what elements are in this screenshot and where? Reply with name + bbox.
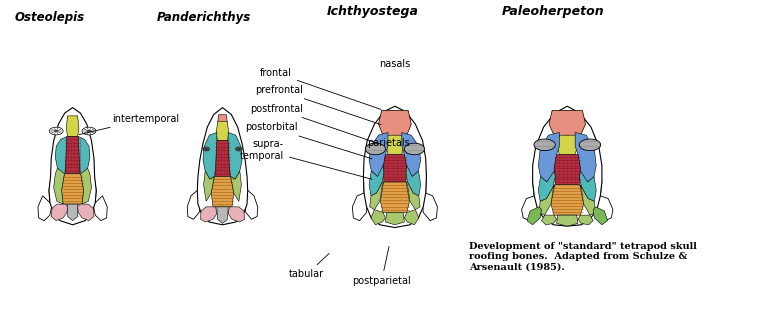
Text: Development of "standard" tetrapod skull
roofing bones.  Adapted from Schulze &
: Development of "standard" tetrapod skull… (469, 242, 697, 271)
Polygon shape (200, 207, 217, 222)
Polygon shape (369, 166, 384, 196)
Polygon shape (541, 215, 556, 225)
Text: Panderichthys: Panderichthys (156, 11, 250, 24)
Polygon shape (405, 143, 424, 155)
Polygon shape (203, 171, 214, 201)
Polygon shape (533, 106, 602, 226)
Polygon shape (406, 182, 420, 210)
Polygon shape (370, 182, 383, 210)
Text: frontal: frontal (260, 68, 381, 110)
Text: prefrontal: prefrontal (255, 85, 381, 124)
Polygon shape (197, 108, 247, 225)
Polygon shape (538, 171, 556, 201)
Text: Ichthyostega: Ichthyostega (326, 5, 418, 18)
Polygon shape (578, 215, 593, 225)
Polygon shape (80, 168, 92, 204)
Polygon shape (379, 110, 411, 138)
Polygon shape (228, 207, 244, 222)
Text: nasals: nasals (380, 59, 411, 69)
Polygon shape (383, 155, 407, 182)
Polygon shape (364, 106, 427, 227)
Polygon shape (554, 155, 581, 185)
Polygon shape (405, 210, 419, 225)
Polygon shape (228, 132, 242, 179)
Polygon shape (549, 110, 585, 138)
Polygon shape (78, 137, 90, 175)
Polygon shape (386, 135, 404, 155)
Polygon shape (365, 143, 386, 155)
Ellipse shape (203, 147, 209, 151)
Ellipse shape (55, 130, 58, 132)
Polygon shape (580, 185, 596, 215)
Ellipse shape (236, 147, 242, 151)
Polygon shape (244, 179, 258, 219)
Polygon shape (66, 116, 79, 137)
Polygon shape (214, 141, 231, 176)
Text: Paleoherpeton: Paleoherpeton (501, 5, 604, 18)
Polygon shape (579, 171, 597, 201)
Text: Osteolepis: Osteolepis (15, 11, 85, 24)
Text: supra-
temporal: supra- temporal (240, 139, 372, 179)
Polygon shape (579, 139, 600, 151)
Polygon shape (423, 172, 437, 221)
Polygon shape (211, 176, 234, 207)
Polygon shape (402, 132, 420, 176)
Polygon shape (538, 132, 559, 182)
Polygon shape (93, 176, 107, 221)
Polygon shape (82, 127, 96, 135)
Polygon shape (352, 172, 367, 221)
Polygon shape (597, 176, 613, 221)
Polygon shape (38, 176, 52, 221)
Text: postfrontal: postfrontal (250, 104, 376, 143)
Polygon shape (51, 204, 68, 221)
Polygon shape (380, 182, 409, 213)
Polygon shape (557, 135, 578, 155)
Polygon shape (369, 132, 388, 176)
Text: postparietal: postparietal (352, 246, 411, 286)
Polygon shape (556, 215, 578, 226)
Polygon shape (203, 132, 217, 179)
Polygon shape (551, 185, 584, 215)
Polygon shape (55, 137, 67, 175)
Polygon shape (593, 207, 607, 225)
Polygon shape (54, 168, 65, 204)
Polygon shape (534, 139, 556, 151)
Text: postorbital: postorbital (245, 122, 372, 159)
Polygon shape (216, 121, 228, 141)
Polygon shape (68, 204, 77, 221)
Polygon shape (231, 171, 241, 201)
Text: parietals: parietals (367, 137, 411, 148)
Polygon shape (521, 176, 538, 221)
Polygon shape (527, 207, 541, 225)
Text: intertemporal: intertemporal (79, 114, 179, 135)
Polygon shape (575, 132, 597, 182)
Polygon shape (49, 108, 96, 225)
Text: tabular: tabular (289, 254, 329, 279)
Polygon shape (61, 174, 83, 204)
Polygon shape (187, 179, 200, 219)
Polygon shape (539, 185, 555, 215)
Polygon shape (371, 210, 386, 225)
Polygon shape (77, 204, 94, 221)
Polygon shape (217, 207, 228, 223)
Polygon shape (406, 166, 420, 196)
Polygon shape (386, 213, 405, 225)
Polygon shape (49, 127, 63, 135)
Polygon shape (218, 115, 227, 124)
Ellipse shape (88, 130, 90, 132)
Polygon shape (65, 137, 80, 174)
